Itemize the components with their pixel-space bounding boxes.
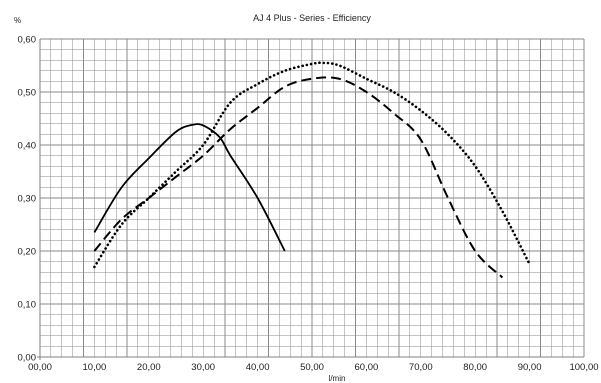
x-tick-label: 00,00 (28, 362, 52, 373)
x-tick-label: 90,00 (518, 362, 542, 373)
x-axis-label: l/min (329, 374, 346, 383)
x-tick-label: 60,00 (355, 362, 379, 373)
x-tick-label: 20,00 (137, 362, 161, 373)
x-tick-label: 30,00 (191, 362, 215, 373)
x-tick-label: 70,00 (409, 362, 433, 373)
y-tick-labels: 0,00 0,10 0,20 0,30 0,40 0,50 0,60 (18, 35, 37, 364)
x-tick-label: 100,00 (569, 362, 598, 373)
series-lines (93, 61, 531, 279)
x-tick-label: 10,00 (83, 362, 107, 373)
grid (39, 38, 585, 358)
axes (37, 39, 584, 360)
y-tick-label: 0,20 (18, 247, 37, 258)
series-line-solid (93, 123, 286, 252)
x-tick-label: 40,00 (246, 362, 270, 373)
y-tick-label: 0,10 (18, 300, 37, 311)
x-tick-labels: 00,00 10,00 20,00 30,00 40,00 50,00 60,00 70,00… (28, 362, 598, 373)
y-tick-label: 0,50 (18, 88, 37, 99)
x-tick-label: 80,00 (463, 362, 487, 373)
y-tick-label: 0,60 (18, 35, 37, 46)
y-tick-label: 0,40 (18, 141, 37, 152)
chart-title: AJ 4 Plus - Series - Efficiency (253, 13, 371, 23)
series-line-dashed (93, 76, 504, 279)
y-axis-label: % (14, 16, 21, 25)
y-tick-label: 0,00 (18, 353, 37, 364)
x-tick-label: 50,00 (300, 362, 324, 373)
y-tick-label: 0,30 (18, 194, 37, 205)
